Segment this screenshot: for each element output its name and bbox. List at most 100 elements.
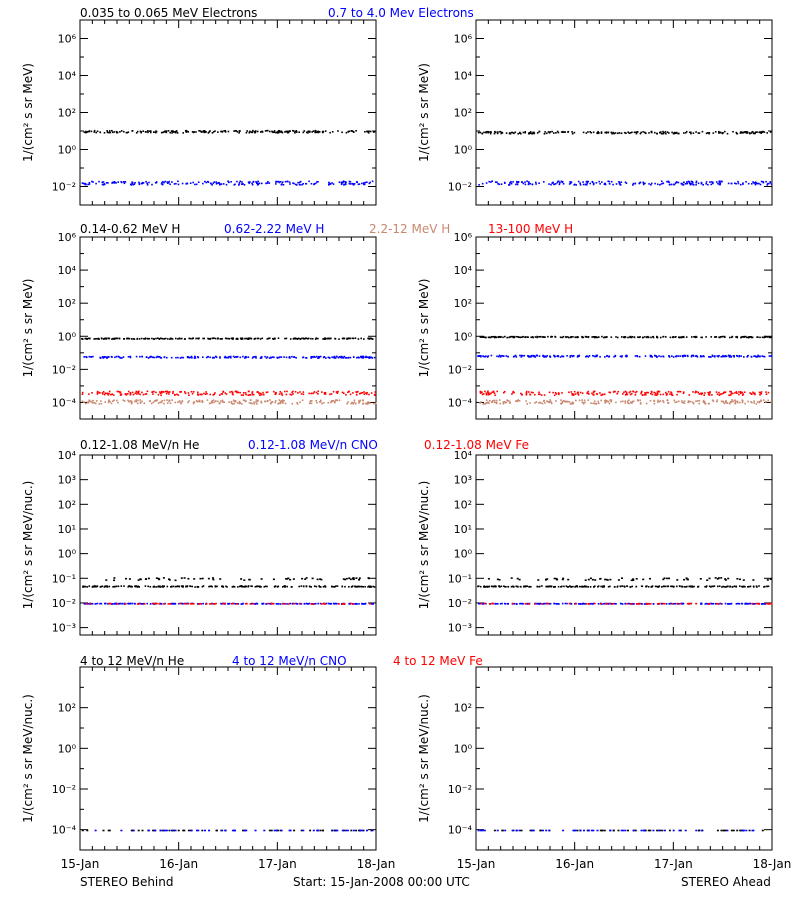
data-point <box>198 399 201 402</box>
data-point <box>751 131 754 133</box>
data-point <box>287 131 290 134</box>
data-point <box>243 579 246 581</box>
data-point <box>600 394 602 396</box>
data-point <box>765 393 768 395</box>
data-point <box>118 337 121 340</box>
data-point <box>668 577 671 580</box>
data-point <box>279 131 282 133</box>
data-point <box>284 180 287 183</box>
data-point <box>319 401 322 403</box>
data-point <box>190 829 193 832</box>
data-point <box>597 585 600 587</box>
data-point <box>658 400 661 403</box>
data-point <box>678 603 680 605</box>
data-point <box>746 356 748 358</box>
data-point <box>556 355 558 357</box>
data-point <box>103 338 105 340</box>
data-point <box>195 183 198 186</box>
data-point <box>167 181 170 184</box>
data-point <box>267 337 270 340</box>
data-series <box>81 399 377 405</box>
data-point <box>479 585 482 588</box>
data-point <box>315 391 318 394</box>
data-point <box>572 829 575 832</box>
data-point <box>317 602 319 605</box>
data-point <box>687 180 690 183</box>
data-point <box>690 182 693 185</box>
data-point <box>511 602 514 605</box>
data-point <box>133 338 136 340</box>
data-point <box>763 131 766 133</box>
data-point <box>586 183 588 186</box>
data-point <box>657 183 659 186</box>
data-point <box>348 390 350 393</box>
data-point <box>642 181 645 184</box>
data-point <box>657 603 660 605</box>
data-point <box>275 183 277 185</box>
data-point <box>586 182 588 184</box>
data-point <box>95 338 97 340</box>
data-point <box>722 355 724 358</box>
data-point <box>214 130 216 132</box>
data-point <box>116 131 118 134</box>
data-point <box>348 180 351 183</box>
data-point <box>527 183 530 186</box>
data-point <box>676 579 679 581</box>
data-point <box>110 402 113 405</box>
data-point <box>119 391 122 394</box>
data-point <box>318 586 321 588</box>
data-point <box>609 602 611 605</box>
data-point <box>582 401 584 404</box>
data-point <box>272 338 275 340</box>
data-point <box>487 390 489 393</box>
data-point <box>187 829 190 832</box>
data-point <box>730 356 732 358</box>
data-point <box>682 355 684 358</box>
footer-right-label: STEREO Ahead <box>681 875 771 889</box>
data-point <box>107 829 110 832</box>
data-point <box>324 130 327 132</box>
data-point <box>543 356 545 358</box>
data-point <box>368 401 371 404</box>
data-point <box>236 390 238 393</box>
data-point <box>159 586 161 588</box>
data-point <box>721 603 723 605</box>
data-point <box>683 586 686 588</box>
data-point <box>310 182 313 185</box>
data-point <box>690 602 693 605</box>
data-point <box>91 180 93 183</box>
data-point <box>247 356 250 358</box>
data-point <box>279 181 282 183</box>
data-point <box>623 131 626 134</box>
data-point <box>528 132 530 135</box>
data-point <box>269 130 271 133</box>
data-point <box>306 603 309 605</box>
data-point <box>508 336 510 339</box>
data-point <box>724 602 727 605</box>
data-point <box>613 586 616 588</box>
data-point <box>107 394 110 396</box>
data-point <box>683 181 685 184</box>
data-point <box>343 184 345 186</box>
data-point <box>492 336 495 338</box>
data-point <box>582 183 585 186</box>
data-point <box>632 182 635 185</box>
data-point <box>601 335 603 338</box>
data-point <box>260 402 263 404</box>
data-point <box>593 390 596 393</box>
data-point <box>90 401 92 403</box>
data-point <box>278 399 281 401</box>
data-point <box>329 337 332 340</box>
footer: STEREO Behind Start: 15-Jan-2008 00:00 U… <box>80 875 771 889</box>
data-point <box>496 355 498 358</box>
data-point <box>575 399 577 402</box>
data-point <box>226 586 228 588</box>
y-tick-label: 10⁰ <box>58 742 77 755</box>
data-point <box>121 603 123 605</box>
data-point <box>319 586 322 588</box>
data-point <box>231 337 233 339</box>
data-point <box>182 132 184 134</box>
data-point <box>612 829 615 832</box>
data-point <box>741 335 744 338</box>
data-point <box>587 578 590 581</box>
